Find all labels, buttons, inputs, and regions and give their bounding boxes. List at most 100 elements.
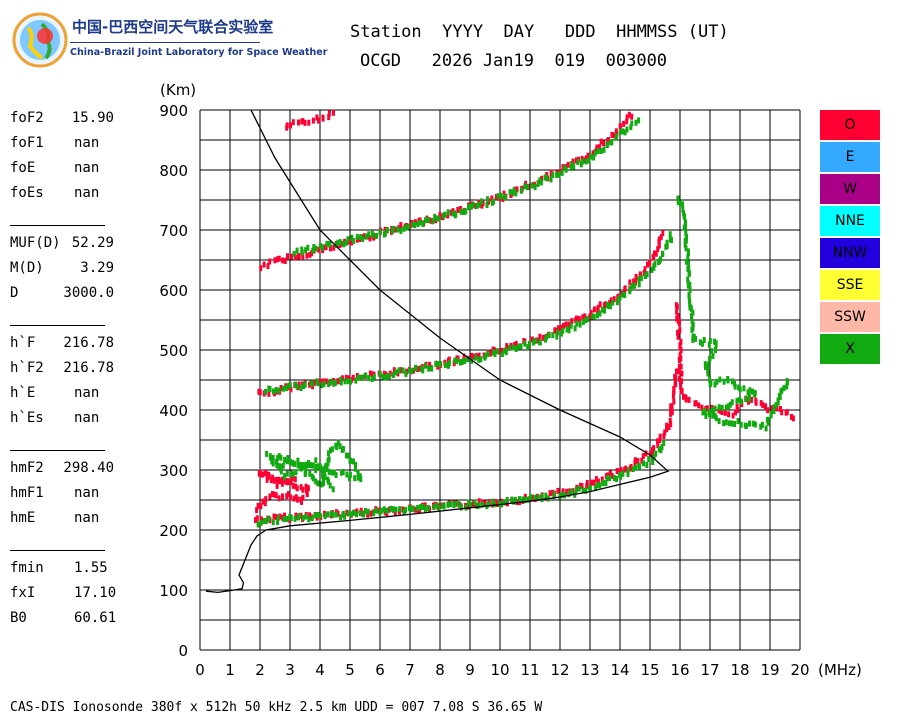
trace-mark-o bbox=[292, 495, 296, 502]
trace-mark-x bbox=[708, 381, 712, 388]
trace-mark-o bbox=[281, 476, 284, 483]
trace-mark-o bbox=[344, 374, 348, 381]
y-tick-label: 900 bbox=[159, 102, 188, 120]
trace-mark-o bbox=[291, 119, 295, 126]
param-value-hes: nan bbox=[74, 410, 100, 426]
trace-mark-x bbox=[348, 475, 351, 482]
trace-mark-x bbox=[645, 271, 649, 278]
trace-mark-x bbox=[498, 500, 501, 507]
trace-mark-x bbox=[447, 360, 451, 366]
trace-mark-o bbox=[628, 279, 632, 286]
trace-mark-x bbox=[300, 249, 304, 256]
trace-mark-x bbox=[569, 165, 573, 171]
param-label-hmf1: hmF1 bbox=[10, 485, 44, 501]
trace-mark-o bbox=[538, 333, 542, 340]
trace-mark-x bbox=[264, 389, 267, 395]
trace-mark-o bbox=[308, 512, 312, 519]
trace-mark-o bbox=[785, 409, 789, 416]
trace-mark-o bbox=[289, 479, 293, 485]
trace-mark-o bbox=[656, 442, 660, 449]
trace-mark-o bbox=[281, 257, 285, 264]
trace-mark-x bbox=[733, 383, 737, 390]
trace-mark-x bbox=[772, 408, 776, 415]
trace-mark-x bbox=[336, 239, 340, 246]
trace-mark-o bbox=[564, 321, 568, 328]
trace-mark-x bbox=[316, 380, 320, 387]
trace-mark-o bbox=[412, 367, 415, 374]
trace-mark-x bbox=[780, 387, 784, 394]
trace-mark-x bbox=[653, 261, 657, 268]
param-label-hmf2: hmF2 bbox=[10, 460, 44, 476]
trace-mark-x bbox=[379, 507, 383, 514]
trace-mark-x bbox=[349, 457, 352, 464]
trace-mark-x bbox=[316, 511, 320, 518]
trace-mark-x bbox=[730, 378, 734, 385]
trace-mark-o bbox=[383, 226, 387, 233]
trace-mark-x bbox=[621, 470, 625, 477]
param-label-hf2: h`F2 bbox=[10, 360, 44, 376]
trace-mark-x bbox=[623, 129, 627, 136]
trace-mark-x bbox=[285, 385, 289, 392]
trace-mark-x bbox=[328, 240, 332, 247]
trace-mark-o bbox=[268, 493, 272, 500]
trace-mark-x bbox=[782, 385, 786, 392]
trace-mark-o bbox=[697, 402, 701, 409]
trace-mark-x bbox=[320, 382, 324, 389]
trace-mark-x bbox=[629, 124, 633, 131]
trace-mark-x bbox=[676, 195, 680, 202]
trace-mark-x bbox=[691, 309, 695, 316]
trace-mark-x bbox=[343, 513, 346, 520]
trace-mark-o bbox=[413, 506, 417, 513]
trace-mark-o bbox=[297, 381, 301, 388]
trace-mark-x bbox=[477, 201, 481, 208]
trace-mark-o bbox=[669, 421, 673, 428]
trace-mark-o bbox=[599, 138, 603, 145]
trace-mark-x bbox=[603, 307, 607, 314]
trace-mark-x bbox=[366, 509, 370, 515]
trace-mark-x bbox=[560, 169, 564, 176]
trace-mark-x bbox=[476, 503, 480, 509]
trace-mark-o bbox=[423, 502, 427, 509]
trace-mark-x bbox=[724, 404, 728, 411]
trace-mark-x bbox=[454, 500, 457, 507]
trace-mark-x bbox=[361, 236, 365, 243]
trace-mark-o bbox=[332, 109, 335, 116]
legend-item-x: X bbox=[820, 334, 880, 364]
trace-mark-x bbox=[581, 318, 585, 325]
trace-mark-o bbox=[301, 494, 305, 501]
y-tick-label: 500 bbox=[159, 342, 188, 360]
trace-mark-x bbox=[378, 370, 382, 377]
trace-mark-x bbox=[471, 201, 475, 208]
trace-mark-o bbox=[675, 308, 679, 315]
trace-mark-x bbox=[650, 266, 654, 273]
trace-mark-x bbox=[683, 241, 687, 248]
trace-mark-o bbox=[327, 114, 331, 121]
trace-mark-x bbox=[289, 470, 293, 477]
trace-mark-x bbox=[500, 351, 504, 357]
trace-mark-x bbox=[544, 492, 548, 499]
trace-mark-x bbox=[736, 418, 740, 425]
trace-mark-x bbox=[714, 347, 717, 353]
trace-mark-o bbox=[672, 398, 676, 405]
trace-mark-x bbox=[688, 287, 692, 293]
trace-mark-x bbox=[442, 503, 446, 510]
trace-mark-x bbox=[302, 462, 306, 469]
legend-item-e: E bbox=[820, 142, 880, 172]
trace-mark-o bbox=[670, 403, 674, 410]
trace-mark-x bbox=[357, 374, 361, 381]
trace-mark-x bbox=[538, 177, 542, 184]
trace-mark-x bbox=[625, 126, 629, 133]
trace-mark-o bbox=[368, 370, 372, 377]
trace-mark-x bbox=[331, 511, 335, 518]
trace-mark-x bbox=[267, 515, 271, 522]
trace-mark-o bbox=[277, 495, 281, 502]
trace-mark-x bbox=[654, 450, 658, 457]
trace-mark-x bbox=[413, 222, 417, 229]
trace-mark-o bbox=[286, 253, 289, 260]
trace-mark-o bbox=[317, 117, 320, 124]
trace-mark-o bbox=[257, 470, 261, 477]
trace-mark-x bbox=[459, 504, 463, 511]
trace-mark-x bbox=[688, 270, 691, 277]
trace-mark-x bbox=[545, 175, 549, 181]
trace-mark-x bbox=[310, 381, 314, 387]
